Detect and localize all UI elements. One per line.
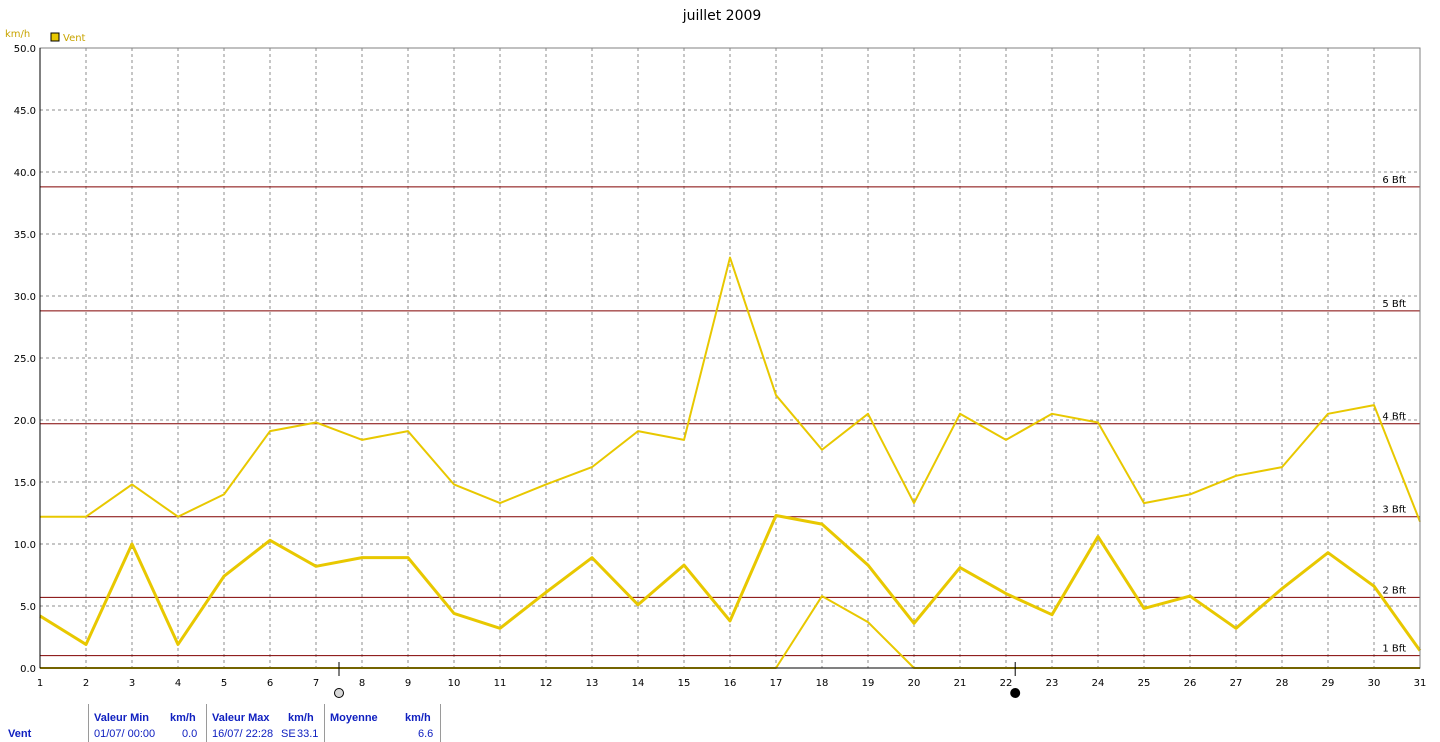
y-tick-label: 15.0	[14, 478, 36, 489]
x-tick-label: 24	[1092, 678, 1105, 689]
min-date: 01/07/ 00:00	[94, 728, 156, 740]
x-tick-label: 14	[632, 678, 645, 689]
x-tick-label: 28	[1276, 678, 1289, 689]
x-tick-label: 2	[83, 678, 89, 689]
max-header: Valeur Max	[212, 712, 270, 724]
x-tick-label: 29	[1322, 678, 1335, 689]
y-axis-unit: km/h	[5, 29, 30, 40]
y-tick-label: 50.0	[14, 44, 36, 55]
x-tick-label: 12	[540, 678, 553, 689]
beaufort-label: 4 Bft	[1382, 412, 1406, 423]
wind-chart: juillet 2009 km/h Vent 1 Bft 2 Bft 3 Bft 4 …	[5, 8, 1427, 698]
x-tick-label: 15	[678, 678, 691, 689]
x-tick-label: 21	[954, 678, 967, 689]
y-tick-label: 20.0	[14, 416, 36, 427]
x-tick-label: 17	[770, 678, 783, 689]
series-line-max	[40, 256, 1421, 523]
x-tick-label: 3	[129, 678, 135, 689]
beaufort-reference-lines: 1 Bft 2 Bft 3 Bft 4 Bft 5 Bft 6 Bft	[40, 175, 1420, 657]
beaufort-label: 6 Bft	[1382, 175, 1406, 186]
min-value: 0.0	[182, 728, 198, 740]
x-tick-label: 13	[586, 678, 599, 689]
series-line-mean	[39, 513, 1422, 652]
y-tick-label: 35.0	[14, 230, 36, 241]
mean-value: 6.6	[418, 728, 434, 740]
moon-markers	[334, 662, 1021, 698]
x-tick-label: 11	[494, 678, 507, 689]
axes: 0.0 5.0 10.0 15.0 20.0 25.0 30.0 35.0 40.0 45.0 50…	[14, 44, 1427, 689]
beaufort-label: 2 Bft	[1382, 585, 1406, 596]
x-tick-label: 16	[724, 678, 737, 689]
x-tick-label: 25	[1138, 678, 1151, 689]
legend-label: Vent	[63, 33, 86, 44]
y-tick-label: 0.0	[20, 664, 36, 675]
full-moon-icon	[334, 688, 344, 698]
x-tick-label: 8	[359, 678, 365, 689]
x-tick-label: 18	[816, 678, 829, 689]
y-tick-label: 45.0	[14, 106, 36, 117]
max-direction: SE	[281, 728, 296, 740]
beaufort-label: 5 Bft	[1382, 299, 1406, 310]
x-tick-label: 23	[1046, 678, 1059, 689]
x-tick-label: 31	[1414, 678, 1427, 689]
x-tick-label: 10	[448, 678, 461, 689]
chart-title: juillet 2009	[682, 8, 762, 24]
max-unit: km/h	[288, 712, 314, 724]
y-tick-label: 5.0	[20, 602, 36, 613]
max-value: 33.1	[297, 728, 319, 740]
x-tick-label: 20	[908, 678, 921, 689]
new-moon-icon	[1010, 688, 1021, 698]
x-tick-label: 4	[175, 678, 181, 689]
beaufort-label: 3 Bft	[1382, 505, 1406, 516]
y-tick-label: 40.0	[14, 168, 36, 179]
stats-separator	[206, 704, 207, 742]
y-tick-label: 30.0	[14, 292, 36, 303]
y-tick-label: 10.0	[14, 540, 36, 551]
min-unit: km/h	[170, 712, 196, 724]
max-date: 16/07/ 22:28	[212, 728, 274, 740]
mean-header: Moyenne	[330, 712, 378, 724]
grid	[40, 47, 1420, 668]
x-tick-label: 5	[221, 678, 227, 689]
x-tick-label: 26	[1184, 678, 1197, 689]
x-tick-label: 1	[37, 678, 43, 689]
x-tick-label: 22	[1000, 678, 1013, 689]
x-tick-label: 6	[267, 678, 273, 689]
x-tick-label: 7	[313, 678, 319, 689]
x-tick-label: 9	[405, 678, 411, 689]
statistics-panel: Vent Valeur Min km/h 01/07/ 00:00 0.0 Va…	[0, 704, 441, 742]
legend-swatch	[50, 32, 60, 42]
x-tick-label: 19	[862, 678, 875, 689]
x-tick-label: 30	[1368, 678, 1381, 689]
stats-separator	[88, 704, 89, 742]
x-tick-label: 27	[1230, 678, 1243, 689]
y-tick-label: 25.0	[14, 354, 36, 365]
min-header: Valeur Min	[94, 712, 150, 724]
stats-separator	[324, 704, 325, 742]
stats-separator	[440, 704, 441, 742]
beaufort-label: 1 Bft	[1382, 644, 1406, 655]
stats-row-label: Vent	[8, 728, 32, 740]
mean-unit: km/h	[405, 712, 431, 724]
